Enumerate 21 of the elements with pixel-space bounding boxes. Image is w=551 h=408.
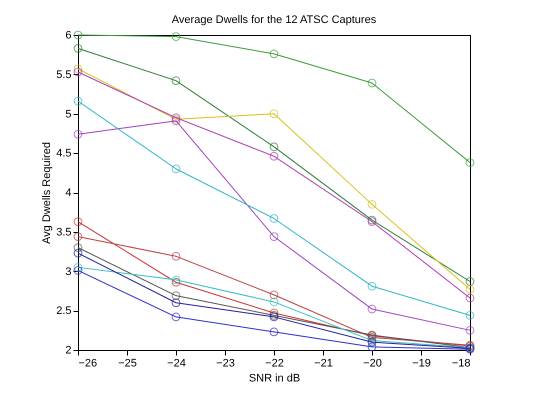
y-tick-label: 3.5 (56, 226, 72, 238)
y-tick-label: 5 (65, 108, 72, 120)
y-tick-label: 5.5 (56, 68, 72, 81)
y-tick-label: 4.5 (56, 148, 72, 160)
x-tick-label: −21 (314, 358, 333, 370)
x-tick-label: −24 (167, 358, 186, 370)
x-tick-label: −23 (216, 358, 235, 370)
x-tick-label: −22 (265, 358, 284, 370)
x-tick-label: −20 (363, 358, 382, 370)
y-tick-label: 2 (65, 344, 72, 356)
y-axis-title: Avg Dwells Required (41, 142, 54, 244)
x-axis-title: SNR in dB (248, 372, 300, 384)
y-tick-label: 3 (65, 266, 72, 278)
x-tick-label: −19 (412, 358, 431, 370)
x-tick-label: −25 (118, 358, 137, 370)
y-tick-label: 6 (65, 30, 72, 42)
chart-title: Average Dwells for the 12 ATSC Captures (172, 14, 377, 26)
x-tick-label: −18 (452, 358, 470, 370)
y-tick-label: 4 (65, 187, 72, 199)
y-tick-label: 2.5 (56, 305, 72, 318)
x-tick-label: −26 (78, 358, 98, 370)
